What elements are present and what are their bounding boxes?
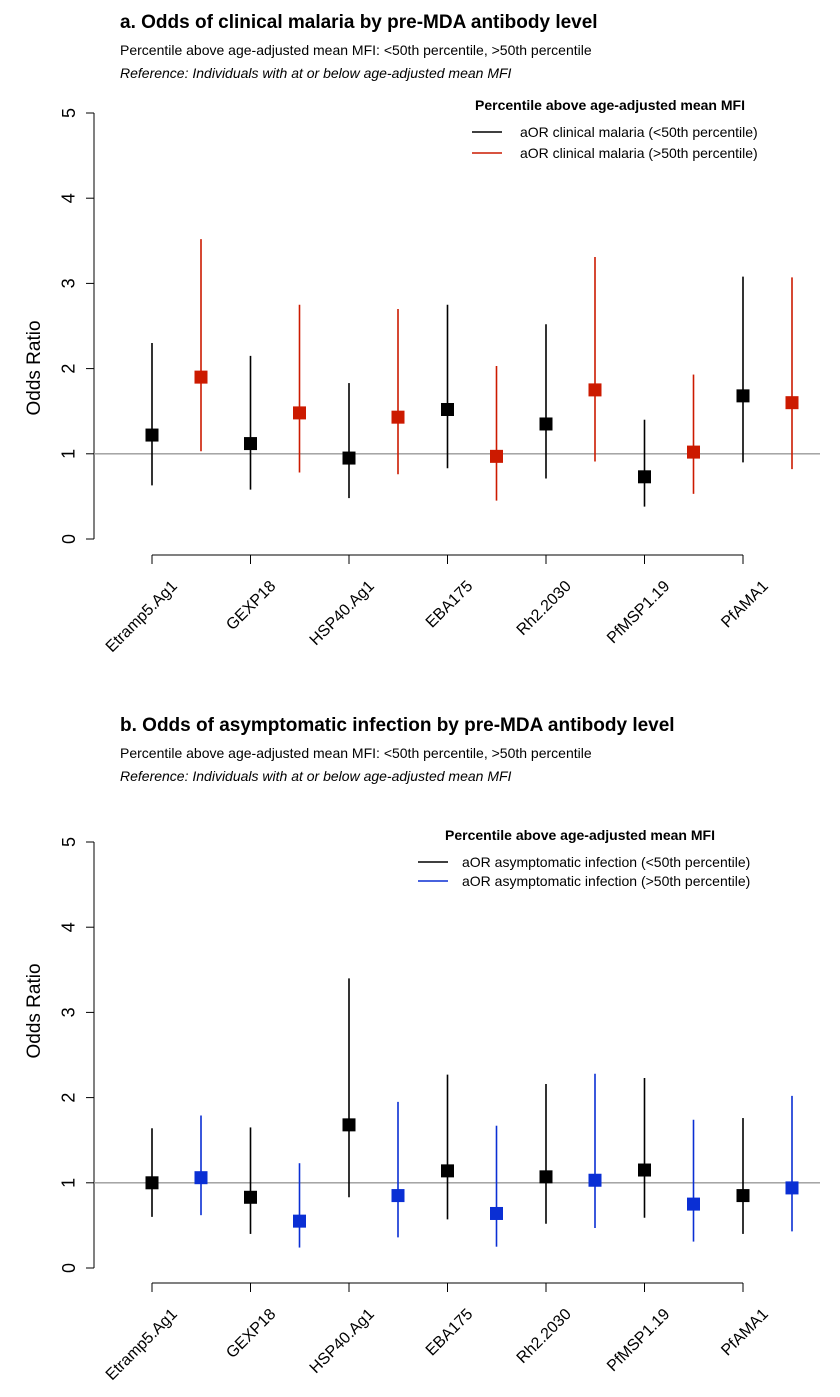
panel-b-x-tick-label: PfMSP1.19: [604, 1306, 673, 1375]
panel-b-x-tick-label: EBA175: [423, 1306, 477, 1360]
panel-a-point-s1-2: [391, 410, 405, 424]
panel-b-y-tick-label: 4: [59, 922, 79, 932]
panel-a-point-s1-1: [293, 406, 306, 420]
panel-a-y-axis-label: Odds Ratio: [24, 320, 45, 415]
panel-a-plot: 0 1 2 3 4 5 Etramp5.Ag1 GEXP18 HSP40.Ag1 EBA175 Rh…: [59, 108, 820, 656]
panel-a-point-s0-2: [342, 451, 356, 465]
panel-b-point-s1-2: [391, 1189, 405, 1203]
panel-b-point-s0-3: [441, 1164, 454, 1178]
panel-a-point-s1-0: [194, 370, 208, 384]
panel-b-legend-item-1: aOR asymptomatic infection (>50th percen…: [462, 873, 750, 889]
panel-a-x-tick-label: Etramp5.Ag1: [103, 578, 181, 656]
panel-b-y-tick-label: 3: [59, 1007, 79, 1017]
panel-b-x-tick-label: Rh2.2030: [514, 1306, 575, 1367]
panel-b-point-s0-6: [736, 1189, 750, 1203]
panel-a-point-s0-3: [441, 402, 454, 416]
panel-a-point-s0-4: [539, 417, 553, 431]
panel-a-y-tick-label: 2: [59, 364, 79, 374]
panel-a-x-tick-label: GEXP18: [223, 578, 279, 634]
panel-b-subtitle: Percentile above age-adjusted mean MFI: …: [120, 745, 592, 761]
panel-a-subtitle: Percentile above age-adjusted mean MFI: …: [120, 42, 592, 58]
panel-a-y-tick-label: 5: [59, 108, 79, 118]
panel-a: a. Odds of clinical malaria by pre-MDA a…: [24, 12, 820, 656]
panel-a-point-s1-3: [490, 449, 503, 463]
panel-a-point-s0-5: [638, 470, 651, 484]
panel-b-point-s1-5: [687, 1197, 700, 1211]
panel-a-x-tick-label: PfMSP1.19: [604, 578, 673, 647]
panel-a-legend-title: Percentile above age-adjusted mean MFI: [475, 97, 745, 113]
panel-b-x-tick-label: HSP40.Ag1: [307, 1306, 378, 1377]
panel-b-point-s0-0: [145, 1176, 159, 1190]
panel-b-y-tick-label: 5: [59, 837, 79, 847]
panel-b-legend-title: Percentile above age-adjusted mean MFI: [445, 827, 715, 843]
panel-a-y-tick-label: 0: [59, 534, 79, 544]
panel-b: b. Odds of asymptomatic infection by pre…: [24, 715, 820, 1384]
panel-b-point-s1-0: [194, 1171, 208, 1185]
panel-a-point-s0-0: [145, 428, 159, 442]
panel-b-point-s1-4: [588, 1173, 602, 1187]
panel-b-y-tick-label: 2: [59, 1093, 79, 1103]
panel-a-x-tick-label: PfAMA1: [718, 578, 772, 632]
panel-a-reference-note: Reference: Individuals with at or below …: [120, 65, 512, 81]
panel-a-title: a. Odds of clinical malaria by pre-MDA a…: [120, 12, 598, 33]
panel-b-x-tick-label: GEXP18: [223, 1306, 279, 1362]
panel-b-plot: 0 1 2 3 4 5 Etramp5.Ag1 GEXP18 HSP40.Ag1 EBA175 Rh…: [59, 837, 820, 1384]
panel-b-y-axis-label: Odds Ratio: [24, 963, 45, 1058]
panel-a-legend-item-1: aOR clinical malaria (>50th percentile): [520, 145, 758, 161]
panel-a-point-s0-6: [736, 389, 750, 403]
panel-a-y-tick-label: 3: [59, 278, 79, 288]
panel-a-x-tick-label: EBA175: [423, 578, 477, 632]
panel-a-point-s1-5: [687, 445, 700, 459]
panel-b-point-s0-2: [342, 1118, 356, 1132]
panel-a-point-s0-1: [244, 437, 257, 451]
panel-a-point-s1-4: [588, 383, 602, 397]
panel-b-legend-item-0: aOR asymptomatic infection (<50th percen…: [462, 854, 750, 870]
panel-a-y-tick-label: 4: [59, 193, 79, 203]
panel-b-reference-note: Reference: Individuals with at or below …: [120, 768, 512, 784]
panel-a-x-tick-label: HSP40.Ag1: [307, 578, 378, 649]
panel-b-point-s1-6: [785, 1181, 799, 1195]
panel-a-point-s1-6: [785, 396, 799, 410]
panel-b-point-s0-1: [244, 1190, 257, 1204]
panel-a-y-tick-label: 1: [59, 449, 79, 459]
panel-b-x-tick-label: Etramp5.Ag1: [103, 1306, 181, 1384]
panel-a-legend-item-0: aOR clinical malaria (<50th percentile): [520, 124, 758, 140]
panel-b-y-tick-label: 1: [59, 1178, 79, 1188]
panel-b-point-s1-1: [293, 1214, 306, 1228]
panel-b-y-tick-label: 0: [59, 1263, 79, 1273]
panel-b-point-s0-4: [539, 1170, 553, 1184]
panel-b-x-tick-label: PfAMA1: [718, 1306, 772, 1360]
panel-b-title: b. Odds of asymptomatic infection by pre…: [120, 715, 675, 736]
panel-b-point-s1-3: [490, 1206, 503, 1220]
panel-b-point-s0-5: [638, 1163, 651, 1177]
panel-a-x-tick-label: Rh2.2030: [514, 578, 575, 639]
